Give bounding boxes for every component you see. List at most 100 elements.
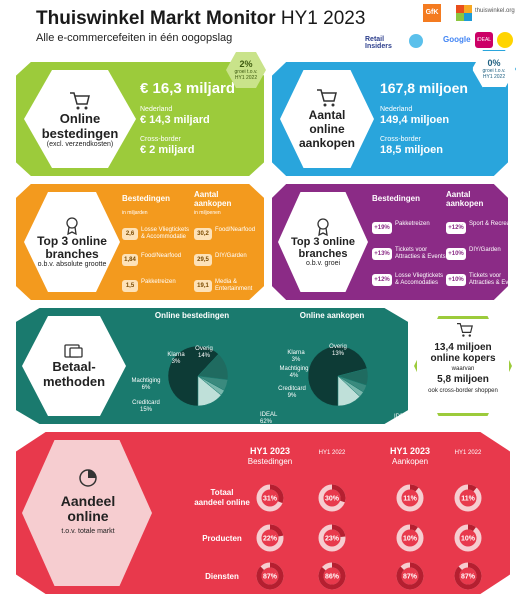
- top3-abs-col1: Bestedingen: [122, 194, 171, 203]
- logo-area: GfK thuiswinkel.org Retail Insiders Goog…: [365, 4, 515, 74]
- pie-title: Online aankopen: [300, 311, 365, 320]
- payment-pies: Online bestedingen IDEAL 62% Creditcard 15% M…: [131, 311, 410, 424]
- top3-abs-spend-value: 2,6: [122, 228, 138, 240]
- ring-value: [454, 484, 482, 512]
- ring-label: 31%: [263, 496, 278, 503]
- top3-abs-purchase-value: 29,5: [194, 254, 212, 266]
- pie-slice-overig: [197, 375, 222, 407]
- share-title: Aandeel online: [60, 493, 116, 524]
- ring-label: 86%: [325, 574, 340, 581]
- pie-title: Online bestedingen: [155, 311, 229, 320]
- ring-value: [256, 562, 284, 590]
- share-col-period: HY1 2023: [390, 446, 430, 456]
- share-col-period: HY1 2022: [319, 450, 346, 456]
- ideal-logo: iDEAL: [475, 32, 493, 48]
- purchases-total: 167,8 miljoen: [380, 80, 468, 96]
- ring-center: [262, 568, 278, 584]
- ring-center: [324, 490, 340, 506]
- top3-growth-title: Top 3 online branches: [291, 235, 355, 260]
- top3-growth-col2: Aantal aankopen: [446, 190, 484, 208]
- buyers-line2: waarvan: [451, 366, 475, 372]
- top3-growth-purchase-label: Sport & Recreatie: [469, 221, 517, 227]
- ring-label: 87%: [263, 574, 278, 581]
- share-col-period: HY1 2023: [250, 446, 290, 456]
- award-icon: [66, 216, 78, 235]
- title-period: HY1 2023: [280, 8, 366, 29]
- ring-center: [460, 490, 476, 506]
- purchases-growth-value: 0%: [487, 58, 501, 68]
- pie-label: IDEAL 71%: [394, 414, 410, 424]
- top3-abs-spend-label: Food/Nearfood: [141, 253, 182, 259]
- top3-growth-purchase-value: +10%: [446, 248, 466, 260]
- ring-value: [396, 562, 424, 590]
- ring-center: [324, 568, 340, 584]
- pie-label: IDEAL 62%: [260, 412, 278, 424]
- top3-abs-spend-label: Losse Vliegtickets & Accommodatie: [141, 227, 190, 240]
- thuiswinkel-logo-icon: [455, 4, 473, 22]
- top3-abs-title: Top 3 online branches: [37, 233, 107, 261]
- top3-growth-spend-label: Pakketreizen: [395, 221, 430, 227]
- ring-center: [402, 568, 418, 584]
- share-row-label: Totaal aandeel online: [194, 488, 250, 507]
- top3-abs-purchase-value: 30,2: [194, 228, 212, 240]
- top3-growth-col1: Bestedingen: [372, 194, 421, 203]
- spend-cb-value: € 2 miljard: [140, 144, 195, 156]
- ring-value: [396, 524, 424, 552]
- page-subtitle: Alle e-commercefeiten in één oogopslag: [36, 32, 233, 44]
- ring-value: [318, 562, 346, 590]
- spend-growth-value: 2%: [239, 59, 253, 69]
- pie-label: Creditcard 15%: [132, 400, 160, 413]
- top3-growth-spend-value: +13%: [372, 248, 392, 260]
- ring-label: 87%: [403, 574, 418, 581]
- cart-icon: [317, 89, 337, 107]
- pie-label: Klarna 3%: [287, 350, 305, 363]
- top3-abs-col2: Aantal aankopen: [194, 190, 232, 208]
- ring-center: [324, 530, 340, 546]
- pie-slice-ideal: [167, 345, 219, 407]
- top3-abs-col1-unit: in miljarden: [122, 210, 148, 216]
- sustainability-logo-icon: [409, 34, 423, 48]
- title-bold: Thuiswinkel Markt Monitor: [36, 8, 276, 29]
- top3-abs-col2-unit: in miljoenen: [194, 210, 221, 216]
- spend-title: Online bestedingen: [41, 110, 119, 141]
- top3-abs-purchase-label: Food/Nearfood: [215, 227, 256, 233]
- ring-label: 87%: [461, 574, 476, 581]
- top3-abs-purchase-value: 19,1: [194, 280, 212, 292]
- spend-nl-value: € 14,3 miljard: [140, 114, 210, 126]
- top3-abs-purchase-label: Media & Entertainment: [215, 279, 253, 292]
- top3-growth-spend-value: +19%: [372, 222, 392, 234]
- top3-growth-spend-label: Tickets voor Attracties & Events: [395, 247, 446, 260]
- share-sub: t.o.v. totale markt: [61, 528, 115, 535]
- purchases-cb-label: Cross-border: [380, 136, 421, 143]
- ring-label: 10%: [403, 536, 418, 543]
- share-col-metric: Bestedingen: [248, 457, 292, 466]
- pie-label: Machtiging 6%: [131, 378, 160, 391]
- pie-label: Klarna 3%: [167, 352, 185, 365]
- google-logo: Google: [443, 35, 471, 44]
- pie-label: Creditcard 9%: [278, 386, 306, 399]
- top3-abs-purchase-label: DIY/Garden: [215, 253, 247, 259]
- ring-center: [402, 490, 418, 506]
- ring-center: [262, 490, 278, 506]
- top3-abs-spend-value: 1,5: [122, 280, 138, 292]
- pie-chart-icon: [79, 469, 97, 487]
- pie-label: Machtiging 4%: [279, 366, 308, 379]
- ring-label: 22%: [263, 536, 278, 543]
- ring-value: [318, 524, 346, 552]
- ring-label: 11%: [403, 496, 417, 503]
- ring-value: [256, 524, 284, 552]
- purchases-nl-label: Nederland: [380, 106, 413, 113]
- top3-growth-spend-value: +12%: [372, 274, 392, 286]
- purchases-title: Aantal online aankopen: [298, 108, 355, 150]
- payment-card-icon: [64, 344, 83, 358]
- ring-label: 30%: [325, 496, 340, 503]
- retail-insiders-logo: Retail Insiders: [365, 36, 392, 50]
- buyers-line1: 13,4 miljoen online kopers: [430, 342, 496, 364]
- top3-growth-spend-label: Losse Vliegtickets & Accomodaties: [395, 273, 444, 286]
- top3-abs-sub: o.b.v. absolute grootte: [37, 260, 107, 268]
- share-row-label: Producten: [202, 534, 242, 543]
- ring-center: [460, 530, 476, 546]
- spend-note: (excl. verzendkosten): [46, 140, 114, 148]
- purchases-nl-value: 149,4 miljoen: [380, 114, 450, 126]
